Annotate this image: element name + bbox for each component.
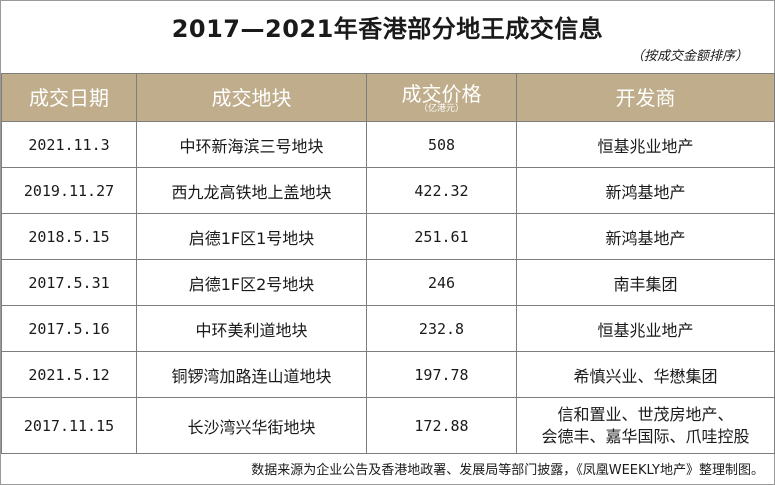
col-header-date: 成交日期 <box>1 73 137 122</box>
cell-price: 246 <box>366 259 517 306</box>
cell-price: 508 <box>366 121 517 168</box>
cell-price: 197.78 <box>366 351 517 398</box>
cell-plot: 长沙湾兴华街地块 <box>136 397 367 454</box>
cell-plot: 铜锣湾加路连山道地块 <box>136 351 367 398</box>
cell-price: 251.61 <box>366 213 517 260</box>
cell-price: 232.8 <box>366 305 517 352</box>
source-footnote: 数据来源为企业公告及香港地政署、发展局等部门披露，《凤凰WEEKLY地产》整理制… <box>251 463 764 478</box>
table-row: 2021.11.3 中环新海滨三号地块 508 恒基兆业地产 <box>1 121 775 168</box>
col-header-plot: 成交地块 <box>136 73 367 122</box>
cell-developer: 希慎兴业、华懋集团 <box>516 351 775 398</box>
table-row: 2021.5.12 铜锣湾加路连山道地块 197.78 希慎兴业、华懋集团 <box>1 351 775 398</box>
table-row: 2018.5.15 启德1F区1号地块 251.61 新鸿基地产 <box>1 213 775 260</box>
table-header-row: 成交日期 成交地块 成交价格 （亿港元） 开发商 <box>1 73 775 122</box>
table-row: 2019.11.27 西九龙高铁地上盖地块 422.32 新鸿基地产 <box>1 167 775 214</box>
price-unit: （亿港元） <box>418 103 464 114</box>
table-row: 2017.5.16 中环美利道地块 232.8 恒基兆业地产 <box>1 305 775 352</box>
cell-date: 2019.11.27 <box>1 167 137 214</box>
col-header-developer: 开发商 <box>516 73 775 122</box>
cell-plot: 启德1F区2号地块 <box>136 259 367 306</box>
cell-developer: 南丰集团 <box>516 259 775 306</box>
cell-date: 2021.5.12 <box>1 351 137 398</box>
table-row: 2017.5.31 启德1F区2号地块 246 南丰集团 <box>1 259 775 306</box>
cell-developer: 恒基兆业地产 <box>516 305 775 352</box>
land-sales-table: 成交日期 成交地块 成交价格 （亿港元） 开发商 2021.11.3 中环新海滨… <box>1 73 775 454</box>
cell-date: 2017.5.31 <box>1 259 137 306</box>
cell-plot: 中环新海滨三号地块 <box>136 121 367 168</box>
cell-plot: 西九龙高铁地上盖地块 <box>136 167 367 214</box>
cell-developer: 新鸿基地产 <box>516 213 775 260</box>
cell-date: 2021.11.3 <box>1 121 137 168</box>
developer-line: 信和置业、世茂房地产、 <box>557 404 734 424</box>
cell-date: 2017.5.16 <box>1 305 137 352</box>
cell-date: 2017.11.15 <box>1 397 137 454</box>
table-row: 2017.11.15 长沙湾兴华街地块 172.88 信和置业、世茂房地产、 会… <box>1 397 775 454</box>
cell-date: 2018.5.15 <box>1 213 137 260</box>
cell-price: 172.88 <box>366 397 517 454</box>
cell-developer: 恒基兆业地产 <box>516 121 775 168</box>
page-title: 2017—2021年香港部分地王成交信息 <box>171 15 604 43</box>
cell-developer: 信和置业、世茂房地产、 会德丰、嘉华国际、爪哇控股 <box>516 397 775 454</box>
cell-plot: 启德1F区1号地块 <box>136 213 367 260</box>
cell-plot: 中环美利道地块 <box>136 305 367 352</box>
col-header-price: 成交价格 （亿港元） <box>366 73 517 122</box>
developer-line: 会德丰、嘉华国际、爪哇控股 <box>541 426 750 446</box>
cell-price: 422.32 <box>366 167 517 214</box>
sort-note: （按成交金额排序） <box>630 49 748 64</box>
cell-developer: 新鸿基地产 <box>516 167 775 214</box>
